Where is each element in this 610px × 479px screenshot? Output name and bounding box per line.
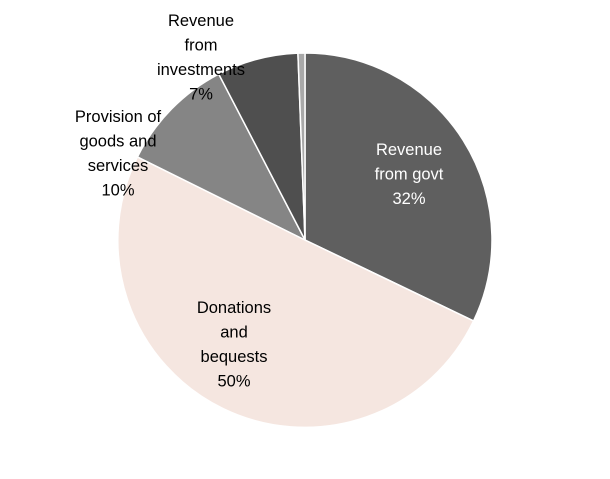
- pie-name-line: bequests: [201, 348, 268, 366]
- pie-label-provision-of-goods-and-services: Provision of goods and services 10%: [75, 108, 162, 200]
- pie-name-line: investments: [157, 61, 245, 79]
- pie-name-line: services: [88, 157, 149, 175]
- pie-label-donations-and-bequests: Donations and bequests 50%: [197, 299, 271, 391]
- pie-slice-provision-of-goods-and-services: [136, 73, 307, 242]
- pie-name-line: from: [185, 37, 218, 55]
- pie-name-line: Provision of: [75, 108, 162, 126]
- pie-name-line: Revenue: [376, 141, 442, 159]
- pie-label-revenue-from-govt: Revenue from govt 32%: [375, 141, 444, 208]
- pie-value-label: 32%: [392, 190, 425, 208]
- pie-name-line: Donations: [197, 299, 271, 317]
- pie-value-label: 7%: [189, 86, 213, 104]
- pie-slice-revenue-from-govt: [304, 52, 493, 322]
- pie-name-line: and: [220, 324, 248, 342]
- pie-name-line: goods and: [79, 133, 156, 151]
- pie-name-line: from govt: [375, 166, 444, 184]
- pie-slice-donations-and-bequests: [117, 155, 475, 429]
- pie-slices: [117, 52, 493, 429]
- pie-slice-other: [297, 52, 306, 241]
- pie-label-revenue-from-investments: Revenue from investments 7%: [157, 12, 245, 104]
- pie-name-line: Revenue: [168, 12, 234, 30]
- pie-value-label: 10%: [101, 182, 134, 200]
- pie-labels: Revenue from govt 32% Donations and bequests 5…: [75, 12, 444, 391]
- pie-value-label: 50%: [217, 373, 250, 391]
